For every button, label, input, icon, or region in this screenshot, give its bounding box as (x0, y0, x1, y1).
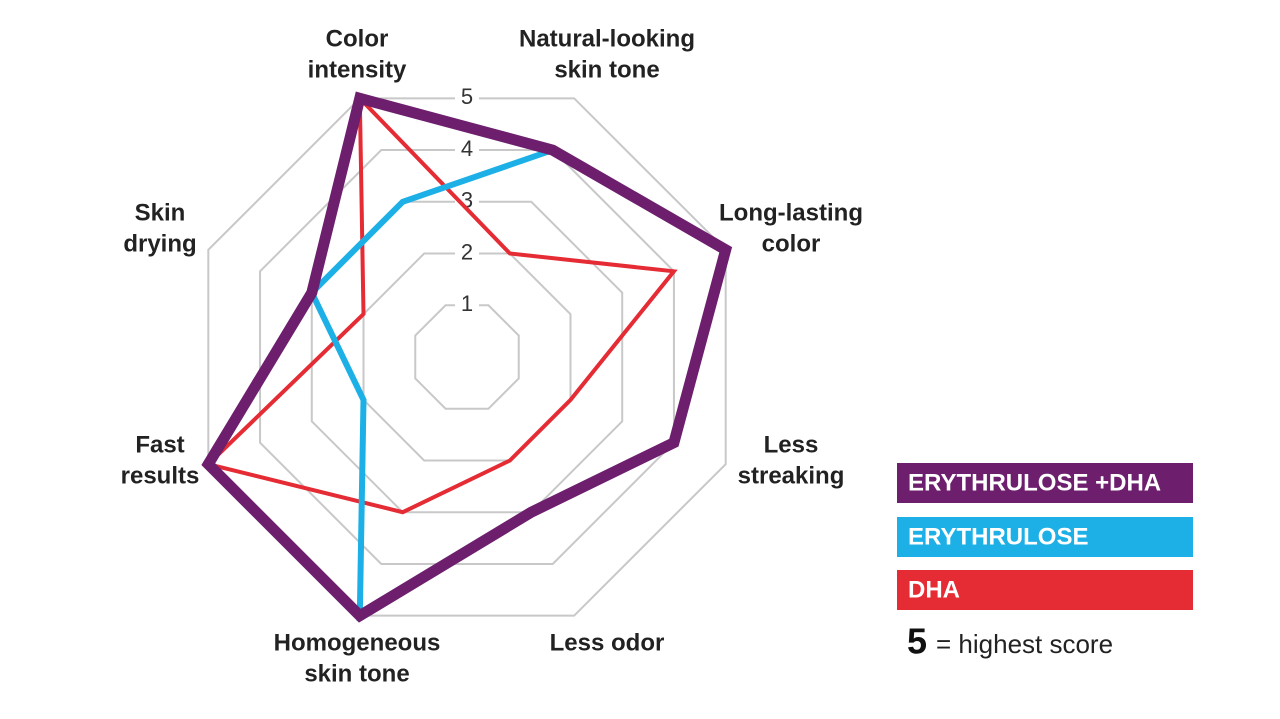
category-label: Fast (135, 431, 184, 458)
tick-label-bg (455, 292, 479, 319)
category-label: Less (764, 431, 819, 458)
category-label: Long-lasting (719, 199, 863, 226)
category-label: skin tone (304, 660, 409, 687)
category-label: skin tone (554, 56, 659, 83)
legend-swatch (897, 570, 1193, 610)
category-label: color (762, 230, 821, 257)
category-label: drying (123, 230, 196, 257)
category-label: streaking (738, 462, 845, 489)
legend-label: DHA (908, 576, 960, 603)
tick-label-bg (455, 137, 479, 164)
note-text: = highest score (936, 629, 1113, 659)
labels: Color intensity Natural-looking skin tone Lo… (121, 25, 863, 687)
legend-label: ERYTHRULOSE +DHA (908, 469, 1161, 496)
tick-label: 2 (461, 239, 473, 264)
category-label: Natural-looking (519, 25, 695, 52)
tick-label: 5 (461, 84, 473, 109)
category-label: Homogeneous (274, 629, 441, 656)
tick-label: 1 (461, 291, 473, 316)
tick-label: 4 (461, 136, 473, 161)
series-line (201, 91, 733, 623)
grid-ring (207, 97, 727, 617)
legend-swatch (897, 463, 1193, 503)
grid-ring (259, 149, 675, 565)
series (201, 91, 733, 623)
legend: ERYTHRULOSE +DHA ERYTHRULOSE DHA (897, 463, 1193, 610)
legend-label: ERYTHRULOSE (908, 523, 1088, 550)
tick-label-bg (455, 85, 479, 112)
category-label: intensity (308, 56, 407, 83)
category-label: results (121, 462, 200, 489)
tick-label-bg (455, 240, 479, 267)
category-label: Less odor (550, 629, 665, 656)
category-label: Color (326, 25, 389, 52)
category-label: Skin (135, 199, 186, 226)
grid-ring (414, 304, 520, 410)
note-number: 5 (907, 621, 927, 662)
series-line (204, 93, 678, 515)
legend-swatch (897, 517, 1193, 557)
